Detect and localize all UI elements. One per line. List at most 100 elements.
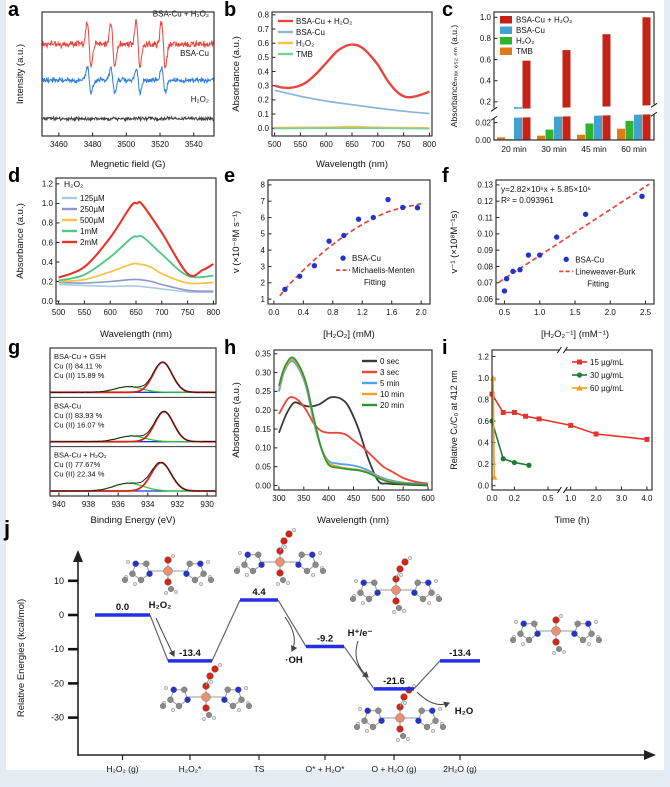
n-atom — [360, 579, 367, 586]
axis-text: 0.10 — [477, 230, 493, 239]
legend-title: H₂O₂ — [64, 179, 83, 189]
axis-text: -30 — [51, 713, 64, 723]
plot-frame — [55, 177, 217, 305]
h-atom — [521, 642, 525, 646]
reaction-state-label: H₂O₂* — [179, 764, 202, 774]
n-atom — [170, 686, 177, 693]
h-atom — [174, 590, 178, 594]
legend-label: BSA-Cu — [352, 254, 381, 263]
series-line — [274, 89, 430, 115]
xps-label: BSA-Cu — [54, 401, 81, 410]
n-atom — [534, 630, 541, 637]
axis-text: 936 — [111, 500, 125, 509]
c-atom — [556, 645, 562, 652]
c-atom — [206, 711, 212, 718]
h-atom — [403, 701, 407, 705]
panel-a: a 3460 3480 3500 3520 3540 Megnetic field (G)… — [8, 0, 224, 170]
axis-text: 750 — [397, 140, 411, 149]
n-atom — [309, 551, 316, 558]
x-axis-label: [H₂O₂⁻¹] (mM⁻¹) — [541, 329, 609, 340]
c-atom — [574, 620, 581, 627]
panel-e-chart: 0.0 0.4 0.8 1.2 1.6 2.0 1 2 3 4 5 6 7 8 [H₂O₂] (mM) v (… — [231, 179, 431, 340]
n-atom — [571, 630, 578, 637]
axis-text: 800 — [207, 308, 221, 317]
series-line — [278, 396, 429, 485]
data-point — [341, 232, 347, 239]
axis-text: 0.02 — [475, 118, 491, 127]
data-marker — [511, 459, 517, 466]
c-atom — [186, 560, 193, 567]
break-mark — [556, 486, 562, 494]
data-marker — [500, 456, 506, 462]
c-atom — [246, 702, 253, 709]
y-axis-label: Relative Cₜ/C₀ at 412 nm — [449, 370, 459, 469]
plot-frame — [49, 347, 217, 497]
axis-text: 0.09 — [477, 246, 493, 255]
series-line — [278, 360, 429, 486]
panel-h: h 300 350 400 450 500 550 600 0.00 0.05 0.10 0.15 0… — [224, 338, 440, 526]
h-atom — [133, 582, 137, 586]
legend-label: 2mM — [80, 238, 98, 247]
axis-text: 932 — [171, 500, 185, 509]
series-line — [58, 262, 214, 285]
h-atom — [209, 680, 213, 684]
data-curve — [49, 361, 216, 394]
series-line — [491, 393, 647, 441]
y-axis-arrowhead — [73, 550, 83, 562]
bar — [577, 134, 585, 140]
panel-f-chart: 0.5 1.0 1.5 2.0 2.5 0.06 0.07 0.08 0.09 0.10 0.11 0… — [449, 179, 655, 340]
fit-line — [279, 202, 422, 297]
panel-d: d 500 550 600 650 700 750 800 0.0 0.2 0.4 0.6 0.8 1.… — [8, 166, 224, 340]
h-atom — [212, 716, 216, 720]
n-atom — [132, 560, 139, 567]
legend-label: 5 min — [380, 379, 400, 388]
c-atom — [168, 585, 174, 592]
c-atom — [191, 576, 199, 584]
cu-atom — [391, 585, 401, 595]
data-curve — [50, 410, 216, 443]
c-atom — [320, 567, 327, 574]
axis-text: 1.2 — [42, 180, 54, 189]
c-atom — [436, 595, 443, 602]
axis-text: 0.0 — [268, 308, 280, 317]
axis-text: 0.07 — [477, 279, 493, 288]
energy-value: -13.4 — [179, 648, 201, 659]
axis-text: 2.5 — [640, 308, 652, 317]
o-atom — [280, 537, 288, 545]
epr-trace — [41, 115, 215, 123]
axis-text: 0.08 — [477, 262, 493, 271]
data-marker — [593, 431, 599, 437]
x-axis-arrowhead — [644, 750, 656, 760]
h-atom — [354, 579, 358, 583]
c-atom — [160, 702, 167, 709]
legend-label: 60 µg/mL — [590, 384, 624, 393]
n-atom — [585, 620, 592, 627]
legend-label: 125µM — [80, 194, 105, 203]
legend-label: Fitting — [587, 279, 609, 288]
panel-c: c 20 min 30 min 45 min 60 min 0.00 0.02 0.2 0.4… — [442, 0, 662, 170]
h-atom — [365, 729, 369, 733]
axis-text: 0.05 — [255, 462, 271, 471]
panel-i-chart: 0.0 0.2 0.4 0.6 0.8 1.0 1.2 0.0 0.2 0.5 1.0 2.0 3.0 4… — [449, 346, 653, 526]
legend-label: BSA-Cu — [575, 255, 604, 264]
c-atom — [361, 717, 368, 724]
plot-frame — [41, 11, 215, 137]
c-atom — [418, 707, 425, 714]
data-marker — [577, 359, 582, 365]
legend-swatch — [500, 16, 512, 24]
energy-value: -13.4 — [449, 648, 471, 659]
axis-text: 0.4 — [42, 258, 54, 267]
legend-label: BSA-Cu — [516, 26, 545, 35]
axis-text: 3460 — [50, 140, 68, 149]
axis-text: 0.35 — [255, 350, 271, 359]
legend-label: 250µM — [80, 205, 105, 214]
axis-text: 2 — [261, 279, 266, 288]
h-atom — [396, 738, 400, 742]
data-point — [517, 267, 523, 273]
h-atom — [562, 650, 566, 654]
trace-label: BSA-Cu — [180, 49, 209, 58]
axis-text: 0.2 — [480, 98, 492, 107]
panel-letter-g: g — [8, 337, 21, 359]
axis-text: 1.2 — [478, 352, 490, 361]
